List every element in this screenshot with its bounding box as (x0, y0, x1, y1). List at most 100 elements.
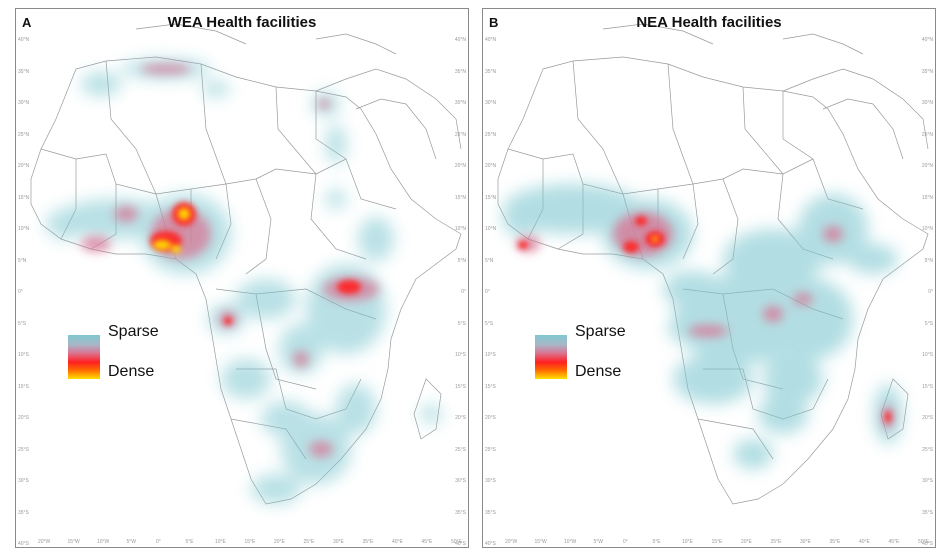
legend-dense-label: Dense (575, 363, 622, 380)
latitude-tick-label: 5°N (457, 257, 466, 264)
latitude-tick-label: 20°S (18, 415, 29, 421)
latitude-tick-label: 15°N (454, 194, 466, 201)
latitude-tick-label: 35°S (485, 509, 496, 516)
longitude-tick-label: 40°E (859, 539, 870, 545)
longitude-tick-label: 5°W (593, 539, 604, 545)
latitude-tick-label: 0° (461, 289, 466, 295)
latitude-tick-label: 30°N (18, 100, 30, 106)
longitude-ticks: 20°W 15°W 10°W 5°W 0° 5°E 10°E 15°E 20°E 25°E 30°E… (483, 537, 935, 545)
density-sparse-layer (46, 59, 441, 504)
latitude-tick-label: 5°N (924, 257, 933, 264)
density-legend: Sparse Dense (68, 323, 208, 387)
latitude-tick-label: 25°N (18, 131, 30, 138)
map-panel-wea: A WEA Health facilities Sparse Dense 40°… (15, 8, 469, 548)
latitude-tick-label: 40°S (18, 541, 29, 547)
density-peak-layer (153, 208, 190, 253)
latitude-tick-label: 20°N (921, 163, 933, 169)
latitude-ticks-right: 40°N 35°N 30°N 25°N 20°N 15°N 10°N 5°N 0° 5°S 10°S… (913, 9, 933, 547)
longitude-tick-label: 45°E (421, 539, 433, 545)
longitude-tick-label: 25°E (303, 539, 315, 545)
latitude-tick-label: 35°N (921, 68, 933, 75)
longitude-tick-label: 15°E (244, 539, 256, 545)
longitude-tick-label: 5°E (185, 539, 194, 545)
latitude-tick-label: 10°S (922, 352, 933, 358)
africa-map-wea (30, 23, 462, 505)
latitude-tick-label: 20°S (922, 415, 933, 421)
latitude-tick-label: 15°N (485, 194, 497, 201)
density-dense-layer (518, 216, 891, 423)
latitude-tick-label: 40°N (485, 37, 497, 43)
latitude-tick-label: 5°S (485, 320, 494, 327)
latitude-tick-label: 15°N (921, 194, 933, 201)
latitude-tick-label: 20°S (485, 415, 496, 421)
latitude-tick-label: 5°S (457, 320, 466, 327)
latitude-tick-label: 25°N (921, 131, 933, 138)
latitude-tick-label: 35°N (454, 68, 466, 75)
legend-dense-label: Dense (108, 363, 155, 380)
longitude-tick-label: 0° (156, 539, 161, 545)
longitude-tick-label: 45°E (888, 539, 900, 545)
longitude-tick-label: 30°E (333, 539, 344, 545)
latitude-ticks-right: 40°N 35°N 30°N 25°N 20°N 15°N 10°N 5°N 0° 5°S 10°S… (446, 9, 466, 547)
country-borders (30, 23, 462, 505)
legend-color-bar (68, 335, 100, 379)
latitude-tick-label: 40°S (922, 541, 933, 547)
latitude-tick-label: 25°N (454, 131, 466, 138)
latitude-tick-label: 15°S (922, 383, 933, 390)
latitude-tick-label: 35°S (18, 509, 29, 516)
latitude-tick-label: 10°S (18, 352, 29, 358)
longitude-tick-label: 10°W (564, 539, 577, 545)
latitude-tick-label: 15°S (455, 383, 466, 390)
longitude-tick-label: 20°W (505, 539, 518, 545)
latitude-tick-label: 20°N (454, 163, 466, 169)
panel-letter: B (489, 15, 499, 30)
legend-sparse-label: Sparse (575, 323, 626, 340)
latitude-tick-label: 35°S (922, 509, 933, 516)
longitude-tick-label: 50°E (451, 539, 462, 545)
latitude-tick-label: 15°S (18, 383, 29, 390)
latitude-tick-label: 5°S (924, 320, 933, 327)
longitude-tick-label: 30°E (800, 539, 811, 545)
latitude-tick-label: 25°S (455, 446, 466, 453)
latitude-tick-label: 20°N (18, 163, 30, 169)
longitude-tick-label: 0° (623, 539, 628, 545)
latitude-ticks-left: 40°N 35°N 30°N 25°N 20°N 15°N 10°N 5°N 0° 5°S 10°S… (485, 9, 505, 547)
latitude-tick-label: 0° (485, 289, 490, 295)
latitude-tick-label: 25°S (18, 446, 29, 453)
density-peak-layer (652, 236, 658, 242)
africa-map-nea (497, 23, 929, 505)
density-sparse-layer (503, 184, 902, 469)
latitude-tick-label: 10°N (454, 226, 466, 232)
latitude-tick-label: 40°N (18, 37, 30, 43)
panel-letter: A (22, 15, 32, 30)
latitude-tick-label: 35°N (485, 68, 497, 75)
longitude-tick-label: 15°W (534, 539, 547, 545)
latitude-tick-label: 40°S (455, 541, 466, 547)
longitude-tick-label: 10°E (215, 539, 226, 545)
latitude-ticks-left: 40°N 35°N 30°N 25°N 20°N 15°N 10°N 5°N 0° 5°S 10°S… (18, 9, 38, 547)
latitude-tick-label: 30°S (18, 478, 29, 484)
map-panel-nea: B NEA Health facilities Sparse Dense 40°… (482, 8, 936, 548)
longitude-tick-label: 40°E (392, 539, 403, 545)
longitude-tick-label: 25°E (770, 539, 782, 545)
longitude-tick-label: 15°E (711, 539, 723, 545)
latitude-tick-label: 0° (18, 289, 23, 295)
longitude-tick-label: 35°E (362, 539, 374, 545)
longitude-ticks: 20°W 15°W 10°W 5°W 0° 5°E 10°E 15°E 20°E 25°E 30°E… (16, 537, 468, 545)
legend-color-bar (535, 335, 567, 379)
latitude-tick-label: 40°N (454, 37, 466, 43)
latitude-tick-label: 20°N (485, 163, 497, 169)
panel-title: WEA Health facilities (167, 14, 317, 31)
longitude-tick-label: 20°W (38, 539, 51, 545)
latitude-tick-label: 35°S (455, 509, 466, 516)
latitude-tick-label: 0° (928, 289, 933, 295)
longitude-tick-label: 15°W (67, 539, 80, 545)
latitude-tick-label: 30°S (455, 478, 466, 484)
latitude-tick-label: 25°S (922, 446, 933, 453)
latitude-tick-label: 10°N (921, 226, 933, 232)
latitude-tick-label: 10°S (485, 352, 496, 358)
density-legend: Sparse Dense (535, 323, 675, 387)
latitude-tick-label: 10°S (455, 352, 466, 358)
latitude-tick-label: 40°S (485, 541, 496, 547)
longitude-tick-label: 20°E (274, 539, 285, 545)
